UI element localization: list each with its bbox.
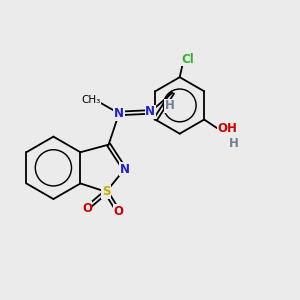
Text: OH: OH	[218, 122, 237, 135]
Text: S: S	[102, 185, 110, 198]
Text: CH₃: CH₃	[81, 95, 101, 105]
Text: H: H	[165, 100, 175, 112]
Text: H: H	[229, 137, 239, 150]
Text: N: N	[145, 105, 155, 119]
Text: N: N	[114, 107, 124, 120]
Text: N: N	[120, 163, 130, 176]
Text: O: O	[113, 205, 123, 218]
Text: N: N	[120, 163, 130, 176]
Text: O: O	[82, 202, 92, 215]
Text: Cl: Cl	[182, 53, 194, 66]
